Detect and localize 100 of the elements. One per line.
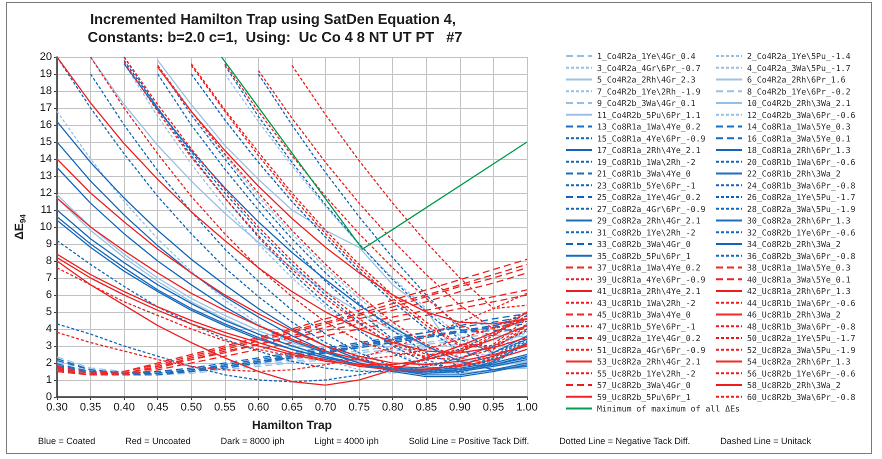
legend-label: 2_Co4R2a_1Ye\5Pu_-1.4 [747, 51, 851, 61]
y-tick-label: 7 [46, 272, 52, 284]
x-tick-label: 0.45 [147, 402, 168, 414]
legend-label: 46_Uc8R1b_2Rh\3Wa_2 [747, 310, 841, 320]
legend-label: 39_Uc8R1a_4Ye\6Pr_-0.9 [597, 274, 706, 284]
legend-label: 56_Uc8R2b_1Ye\6Pr_-0.6 [747, 368, 856, 378]
text: Dark = 8000 iph [220, 436, 284, 446]
legend-label: 15_Co8R1a_4Ye\6Pr_-0.9 [597, 133, 706, 144]
legend-label: 26_Co8R2a_1Ye\5Pu_-1.7 [747, 192, 856, 202]
legend-label: 48_Uc8R1b_3Wa\6Pr_-0.8 [747, 321, 856, 332]
y-tick-label: 19 [40, 68, 52, 80]
text: Blue = Coated [38, 436, 96, 446]
text: Solid Line = Positive Tack Diff. [408, 436, 530, 446]
legend-label: 11_Co4R2b_5Pu\6Pr_1.1 [597, 110, 701, 120]
legend-label: 49_Uc8R2a_1Ye\4Gr_0.2 [597, 333, 701, 343]
legend-label: 13_Co8R1a_1Wa\4Ye_0.2 [597, 122, 701, 132]
y-tick-label: 12 [40, 187, 52, 199]
legend-label: 9_Co4R2b_3Wa\4Gr_0.1 [597, 98, 696, 108]
x-tick-label: 0.90 [449, 402, 471, 414]
legend-label: 58_Uc8R2b_2Rh\3Wa_2 [747, 380, 841, 390]
legend-label: 52_Uc8R2a_3Wa\5Pu_-1.9 [747, 344, 856, 355]
legend-label: 25_Co8R2a_1Ye\4Gr_0.2 [597, 192, 701, 202]
legend-label: 24_Co8R1b_3Wa\6Pr_-0.8 [747, 180, 856, 190]
legend-label: 21_Co8R1b_3Wa\4Ye_0 [597, 168, 691, 178]
text: Red = Uncoated [125, 436, 191, 446]
x-tick-label: 0.30 [46, 402, 68, 414]
text: Dashed Line = Unitack [720, 436, 811, 446]
legend-label: 32_Co8R2b_1Ye\6Pr_-0.6 [747, 227, 856, 238]
legend-label: 30_Co8R2a_2Rh\6Pr_1.3 [747, 216, 851, 226]
x-tick-label: 0.80 [382, 402, 404, 414]
legend-label: 60_Uc8R2b_3Wa\6Pr_-0.8 [747, 392, 856, 402]
legend-label: 55_Uc8R2b_1Ye\2Rh_-2 [597, 368, 696, 378]
y-tick-label: 3 [46, 340, 52, 352]
x-tick-label: 0.50 [180, 402, 202, 414]
y-tick-label: 16 [40, 119, 52, 131]
legend-label: 20_Co8R1b_1Wa\6Pr_-0.6 [747, 156, 856, 167]
x-tick-label: 0.85 [416, 402, 437, 414]
x-tick-label: 0.35 [80, 402, 102, 414]
legend-label: 7_Co4R2b_1Ye\2Rh_-1.9 [597, 86, 701, 96]
y-tick-label: 10 [40, 221, 52, 233]
x-tick-label: 0.95 [482, 402, 504, 414]
x-axis-title: Hamilton Trap [252, 418, 332, 432]
legend-label: 18_Co8R1a_2Rh\6Pr_1.3 [747, 145, 851, 155]
y-tick-label: 17 [40, 102, 52, 114]
legend-label: 28_Co8R2a_3Wa\5Pu_-1.9 [747, 204, 856, 214]
legend-label: 33_Co8R2b_3Wa\4Gr_0 [597, 239, 691, 249]
legend-label: 23_Co8R1b_5Ye\6Pr_-1 [597, 180, 696, 190]
text: Dotted Line = Negative Tack Diff. [559, 436, 690, 446]
legend-label: 45_Uc8R1b_3Wa\4Ye_0 [597, 310, 691, 320]
legend-label: 14_Co8R1a_1Wa\5Ye_0.3 [747, 122, 851, 132]
text: Light = 4000 iph [314, 436, 379, 446]
legend-label: 31_Co8R2b_1Ye\2Rh_-2 [597, 227, 696, 238]
legend-label: 29_Co8R2a_2Rh\4Gr_2.1 [597, 216, 701, 226]
legend-label: 35_Co8R2b_5Pu\6Pr_1 [597, 250, 691, 261]
y-tick-label: 14 [40, 153, 52, 165]
legend-label: 53_Uc8R2a_2Rh\4Gr_2.1 [597, 356, 701, 366]
legend-label: 1_Co4R2a_1Ye\4Gr_0.4 [597, 51, 696, 61]
y-tick-label: 5 [46, 306, 52, 318]
legend-label: 10_Co4R2b_2Rh\3Wa_2.1 [747, 98, 851, 108]
legend-label: 27_Co8R2a_4Gr\6Pr_-0.9 [597, 204, 706, 214]
y-tick-label: 0 [46, 391, 52, 403]
legend-label: 12_Co4R2b_3Wa\6Pr_-0.6 [747, 110, 856, 120]
y-tick-label: 8 [46, 255, 52, 267]
legend-label: 50_Uc8R2a_1Ye\5Pu_-1.7 [747, 333, 856, 343]
x-tick-label: 0.60 [248, 402, 270, 414]
legend-label: 16_Co8R1a_3Wa\5Ye_0.1 [747, 133, 851, 144]
legend-label: 3_Co4R2a_4Gr\6Pr_-0.7 [597, 62, 701, 73]
legend-label: 4_Co4R2a_3Wa\5Pu_-1.7 [747, 62, 851, 73]
legend-label: Minimum of maximum of all ΔEs [597, 404, 740, 414]
legend-label: 51_Uc8R2a_4Gr\6Pr_-0.9 [597, 344, 706, 355]
x-tick-label: 1.00 [516, 402, 538, 414]
legend-label: 41_Uc8R1a_2Rh\4Ye_2.1 [597, 286, 701, 296]
legend-label: 57_Uc8R2b_3Wa\4Gr_0 [597, 380, 691, 390]
chart-title: Incremented Hamilton Trap using SatDen Equation 4, Constants: b=2.0 c=1, Using: Uc Co 4 8 NT UT PT #7 [88, 12, 462, 46]
legend-label: 54_Uc8R2a_2Rh\6Pr_1.3 [747, 356, 851, 366]
y-tick-label: 13 [40, 170, 52, 182]
legend-label: 19_Co8R1b_1Wa\2Rh_-2 [597, 156, 696, 167]
legend-label: 40_Uc8R1a_3Wa\5Ye_0.1 [747, 274, 851, 284]
legend-label: 36_Co8R2b_3Wa\6Pr_-0.8 [747, 250, 856, 261]
x-tick-label: 0.55 [214, 402, 236, 414]
legend-label: 59_Uc8R2b_5Pu\6Pr_1 [597, 392, 691, 402]
y-tick-label: 9 [46, 238, 52, 250]
legend-label: 22_Co8R1b_2Rh\3Wa_2 [747, 168, 841, 178]
legend-label: 6_Co4R2a_2Rh\6Pr_1.6 [747, 74, 846, 84]
legend-label: 44_Uc8R1b_1Wa\6Pr_-0.6 [747, 298, 856, 308]
legend-label: 43_Uc8R1b_1Wa\2Rh_-2 [597, 298, 696, 308]
x-tick-label: 0.40 [113, 402, 135, 414]
y-axis-title: ΔE94 [12, 214, 28, 240]
y-tick-label: 15 [40, 136, 52, 148]
y-tick-label: 1 [46, 374, 52, 386]
legend-label: 5_Co4R2a_2Rh\4Gr_2.3 [597, 74, 696, 84]
y-tick-label: 20 [40, 51, 52, 63]
legend-label: 34_Co8R2b_2Rh\3Wa_2 [747, 239, 841, 249]
x-tick-label: 0.70 [314, 402, 336, 414]
y-tick-label: 2 [46, 357, 52, 369]
y-tick-label: 4 [46, 323, 52, 335]
legend-label: 8_Co4R2b_1Ye\6Pr_-0.2 [747, 86, 851, 96]
y-tick-label: 11 [40, 204, 52, 216]
legend-label: 37_Uc8R1a_1Wa\4Ye_0.2 [597, 262, 701, 272]
legend-label: 47_Uc8R1b_5Ye\6Pr_-1 [597, 321, 696, 332]
